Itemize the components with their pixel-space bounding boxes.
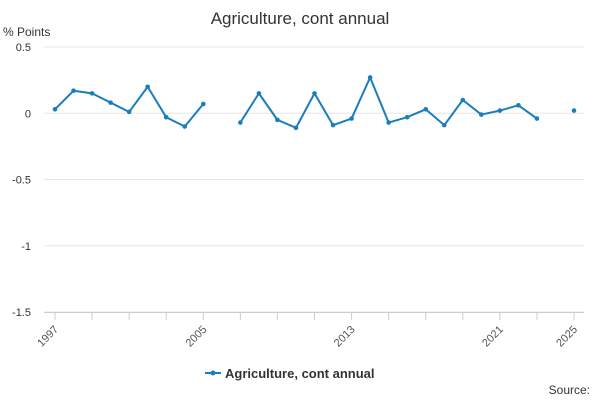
chart-title: Agriculture, cont annual [211, 9, 390, 28]
gridlines [44, 46, 584, 313]
data-point[interactable] [312, 91, 317, 96]
data-point[interactable] [293, 125, 299, 131]
y-tick-label: 0.5 [16, 42, 31, 54]
series-agriculture [52, 75, 577, 131]
data-point[interactable] [163, 114, 169, 120]
data-point[interactable] [479, 112, 484, 117]
y-tick-label: -0.5 [12, 175, 31, 187]
x-tick-label: 2005 [184, 324, 210, 350]
data-point[interactable] [108, 100, 113, 105]
data-point[interactable] [89, 91, 95, 96]
data-point[interactable] [571, 108, 577, 113]
data-point[interactable] [200, 101, 206, 107]
data-point[interactable] [460, 97, 466, 103]
x-tick-label: 2021 [480, 324, 506, 350]
data-point[interactable] [275, 117, 280, 123]
y-tick-label: 0 [25, 108, 31, 120]
data-point[interactable] [441, 122, 447, 128]
data-point[interactable] [367, 75, 373, 80]
data-point[interactable] [126, 109, 132, 115]
data-point[interactable] [497, 108, 503, 113]
legend-swatch-marker [210, 370, 216, 376]
data-point[interactable] [145, 84, 150, 90]
x-tick-label: 1997 [35, 324, 61, 350]
data-point[interactable] [182, 124, 188, 129]
y-tick-label: -1 [21, 241, 31, 253]
data-point[interactable] [330, 122, 336, 128]
series-line [54, 85, 205, 128]
legend[interactable]: Agriculture, cont annual [205, 366, 375, 381]
data-point[interactable] [256, 91, 262, 96]
x-tick-label: 2013 [332, 324, 358, 350]
data-point[interactable] [404, 114, 410, 120]
y-tick-label: -1.5 [12, 307, 31, 319]
data-point[interactable] [386, 120, 391, 125]
data-point[interactable] [52, 106, 58, 112]
data-point[interactable] [349, 116, 354, 121]
x-tick-label: 2025 [554, 324, 580, 350]
data-point[interactable] [516, 103, 521, 108]
data-point[interactable] [238, 120, 243, 125]
y-axis-ticks: 0.5 0 -0.5 -1 -1.5 [12, 42, 31, 319]
legend-label[interactable]: Agriculture, cont annual [225, 366, 375, 381]
data-point[interactable] [71, 88, 76, 94]
source-label: Source: [549, 383, 590, 397]
x-axis: 1997 2005 2013 2021 2025 [35, 312, 584, 349]
data-point[interactable] [534, 116, 540, 121]
y-axis-unit-label: % Points [3, 25, 50, 39]
data-point[interactable] [423, 106, 429, 112]
